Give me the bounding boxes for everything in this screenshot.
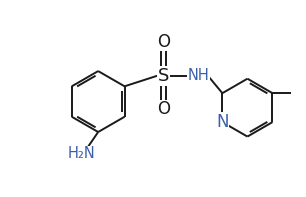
Text: S: S [158, 67, 169, 85]
Text: O: O [157, 33, 170, 51]
Text: H₂N: H₂N [68, 146, 95, 161]
Text: NH: NH [188, 68, 210, 83]
Text: O: O [157, 100, 170, 118]
Text: N: N [216, 113, 229, 131]
